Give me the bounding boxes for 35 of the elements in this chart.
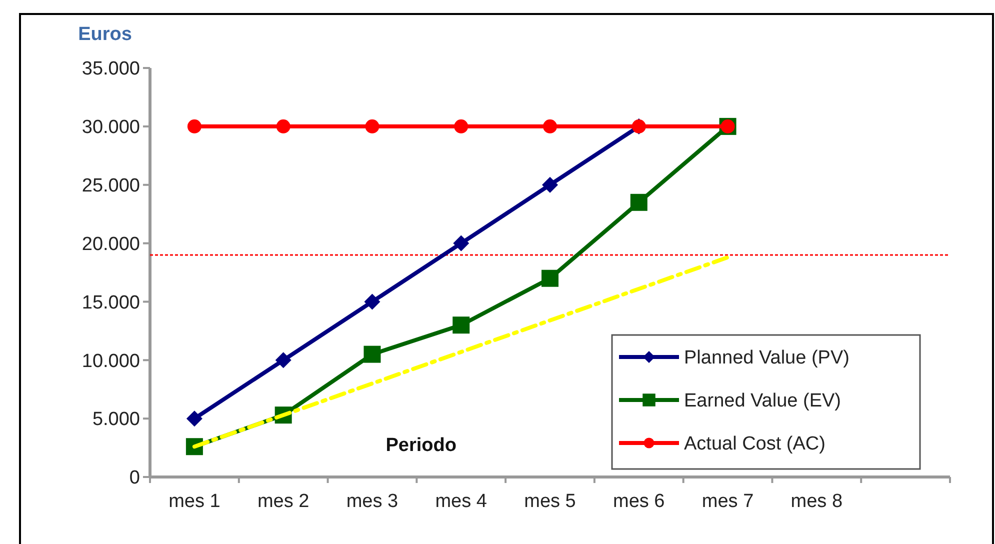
point: [275, 352, 292, 368]
y-tick-label: 0: [129, 468, 140, 489]
x-tick-label: mes 5: [524, 491, 576, 512]
legend-label: Actual Cost (AC): [684, 434, 826, 455]
y-tick-label: 35.000: [82, 58, 140, 80]
point: [543, 119, 557, 134]
y-tick-label: 10.000: [82, 350, 140, 372]
y-tick-label: 15.000: [82, 292, 140, 314]
legend-label: Earned Value (EV): [684, 390, 842, 412]
point: [187, 119, 202, 134]
y-tick-label: 5.000: [92, 409, 140, 430]
y-tick-label: 20.000: [82, 234, 140, 255]
x-tick-label: mes 6: [613, 491, 665, 512]
point: [542, 270, 558, 287]
point: [186, 410, 202, 427]
point: [454, 119, 468, 134]
x-axis-title: Periodo: [386, 435, 456, 456]
point: [542, 176, 558, 193]
x-tick-label: mes 1: [168, 491, 220, 512]
point: [276, 119, 290, 134]
point: [364, 346, 381, 363]
legend-label: Planned Value (PV): [684, 348, 850, 369]
x-tick-label: mes 2: [257, 491, 310, 512]
point: [452, 316, 470, 334]
point: [630, 194, 648, 211]
x-tick-label: mes 3: [346, 491, 398, 512]
point: [453, 235, 470, 252]
y-tick-label: 25.000: [82, 176, 140, 197]
y-tick-label: 30.000: [82, 117, 140, 138]
x-tick-label: mes 7: [702, 491, 754, 512]
point: [365, 119, 380, 134]
x-tick-label: mes 8: [790, 491, 843, 512]
point: [364, 294, 380, 310]
x-tick-label: mes 4: [435, 491, 488, 512]
y-axis-title: Euros: [78, 24, 132, 45]
